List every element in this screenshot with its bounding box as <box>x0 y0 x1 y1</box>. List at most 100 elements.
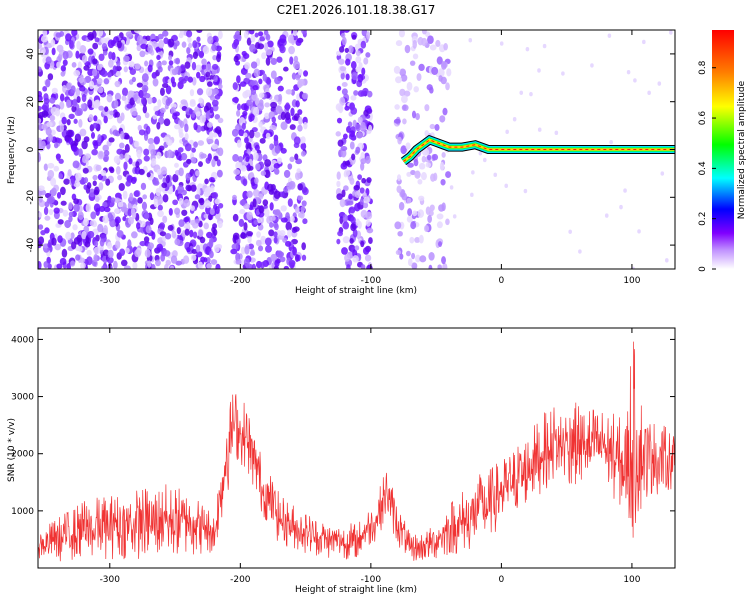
spectrogram-cell <box>65 99 72 109</box>
spectrogram-cell <box>103 149 110 157</box>
spectrogram-cell <box>99 239 105 247</box>
spectrogram-cell <box>132 261 138 269</box>
spectrogram-cell <box>418 234 424 244</box>
spectrogram-cell <box>117 174 123 181</box>
spectrogram-cell <box>47 162 55 169</box>
spectrogram-cell <box>114 80 121 88</box>
spectrogram-cell <box>208 176 215 183</box>
spectrogram-cell <box>427 214 432 224</box>
spectrogram-cell <box>354 245 360 251</box>
spectrogram-cell <box>253 68 261 78</box>
spectrogram-cell <box>341 88 348 96</box>
spectrogram-cell <box>437 264 442 269</box>
spectrogram-cell <box>191 61 197 71</box>
spectrogram-cell <box>407 208 413 216</box>
spectrogram-cell <box>273 236 278 244</box>
spectrogram-cell <box>414 170 421 179</box>
spectrogram-cell <box>116 230 124 238</box>
spectrogram-cell <box>406 197 412 204</box>
spectrogram-cell <box>279 45 286 54</box>
spectrogram-cell <box>424 224 430 233</box>
spectrogram-cell <box>107 71 113 78</box>
spectrogram-cell <box>554 130 559 136</box>
spectrogram-cell <box>184 228 190 236</box>
spectrogram-cell <box>93 246 101 255</box>
spectrogram-cell <box>127 208 132 217</box>
spectrogram-cell <box>205 110 211 120</box>
spectrogram-cell <box>195 244 201 253</box>
spectrogram-cell <box>407 258 413 267</box>
spectrogram-cell <box>300 150 306 157</box>
spectrogram-cell <box>162 177 167 185</box>
spectrogram-cell <box>79 45 87 54</box>
spectrogram-cell <box>191 147 196 153</box>
spectrogram-cell <box>360 40 367 49</box>
spectrogram-cell <box>212 132 218 138</box>
spectrogram-cell <box>140 182 147 191</box>
spectrogram-cell <box>156 168 162 176</box>
spectrogram-cell <box>94 196 100 203</box>
spectrogram-cell <box>626 69 631 75</box>
spectrogram-cell <box>299 210 305 219</box>
spectrogram-cell <box>416 73 422 81</box>
spectrogram-cell <box>249 43 257 53</box>
spectrogram-cell <box>290 107 295 117</box>
spectrogram-cell <box>279 256 286 263</box>
spectrogram-cell <box>300 206 306 213</box>
spectrogram-cell <box>233 96 239 104</box>
spectrogram-cell <box>51 47 56 56</box>
spectrogram-cell <box>48 209 54 216</box>
spectrogram-cell <box>192 51 199 59</box>
spectrogram-cell <box>157 66 163 73</box>
spectrogram-cell <box>198 161 203 167</box>
spectrogram-cell <box>91 149 98 156</box>
spectrogram-cell <box>164 232 172 240</box>
spectrogram-cell <box>149 217 154 226</box>
spectrogram-cell <box>137 197 143 204</box>
spectrogram-cell <box>255 163 261 171</box>
spectrogram-cell <box>349 141 355 150</box>
spectrogram-cell <box>344 253 351 262</box>
snr-x-tick-label: -300 <box>100 575 121 585</box>
spectrogram-cell <box>274 77 282 85</box>
spectrogram-cell <box>297 195 304 201</box>
spectrogram-cell <box>53 207 60 214</box>
spectrogram-cell <box>245 141 252 151</box>
spectrogram-cell <box>170 103 177 109</box>
spectrogram-cell <box>353 90 359 96</box>
spectrogram-cell <box>108 59 114 68</box>
spectrogram-cell <box>252 198 257 208</box>
spectrogram-cell <box>59 257 67 266</box>
spectrogram-cell <box>295 39 302 46</box>
spectrogram-cell <box>68 137 74 145</box>
spectrogram-cell <box>244 245 250 255</box>
spectrogram-cell <box>342 214 348 223</box>
spectrogram-cell <box>116 40 122 49</box>
spectrogram-cell <box>155 259 161 267</box>
spectrogram-cell <box>141 73 149 83</box>
spectrogram-cell <box>257 31 264 37</box>
spectrogram-cell <box>361 30 368 37</box>
spectrogram-cell <box>263 208 270 218</box>
spectrogram-cell <box>284 111 291 121</box>
spectrogram-cell <box>38 211 43 218</box>
spectrogram-cell <box>285 89 293 95</box>
spectrogram-cell <box>94 37 100 43</box>
spectrogram-cell <box>404 44 411 54</box>
spectrogram-cell <box>206 263 212 269</box>
spectrogram-cell <box>129 68 137 76</box>
spectrogram-cell <box>196 88 204 96</box>
spectrogram-cell <box>258 69 266 75</box>
spectrogram-cell <box>97 86 104 94</box>
spectrogram-cell <box>65 231 72 241</box>
spectrogram-cell <box>247 243 255 250</box>
spectrogram-cell <box>418 63 425 72</box>
spectrogram-cell <box>289 124 296 130</box>
spectrogram-cell <box>128 158 133 165</box>
spectrogram-cell <box>47 73 54 81</box>
spectrogram-cell <box>138 168 145 175</box>
spectrogram-cell <box>350 216 356 224</box>
spectrogram-cell <box>254 32 259 38</box>
spectrogram-cell <box>70 176 76 186</box>
